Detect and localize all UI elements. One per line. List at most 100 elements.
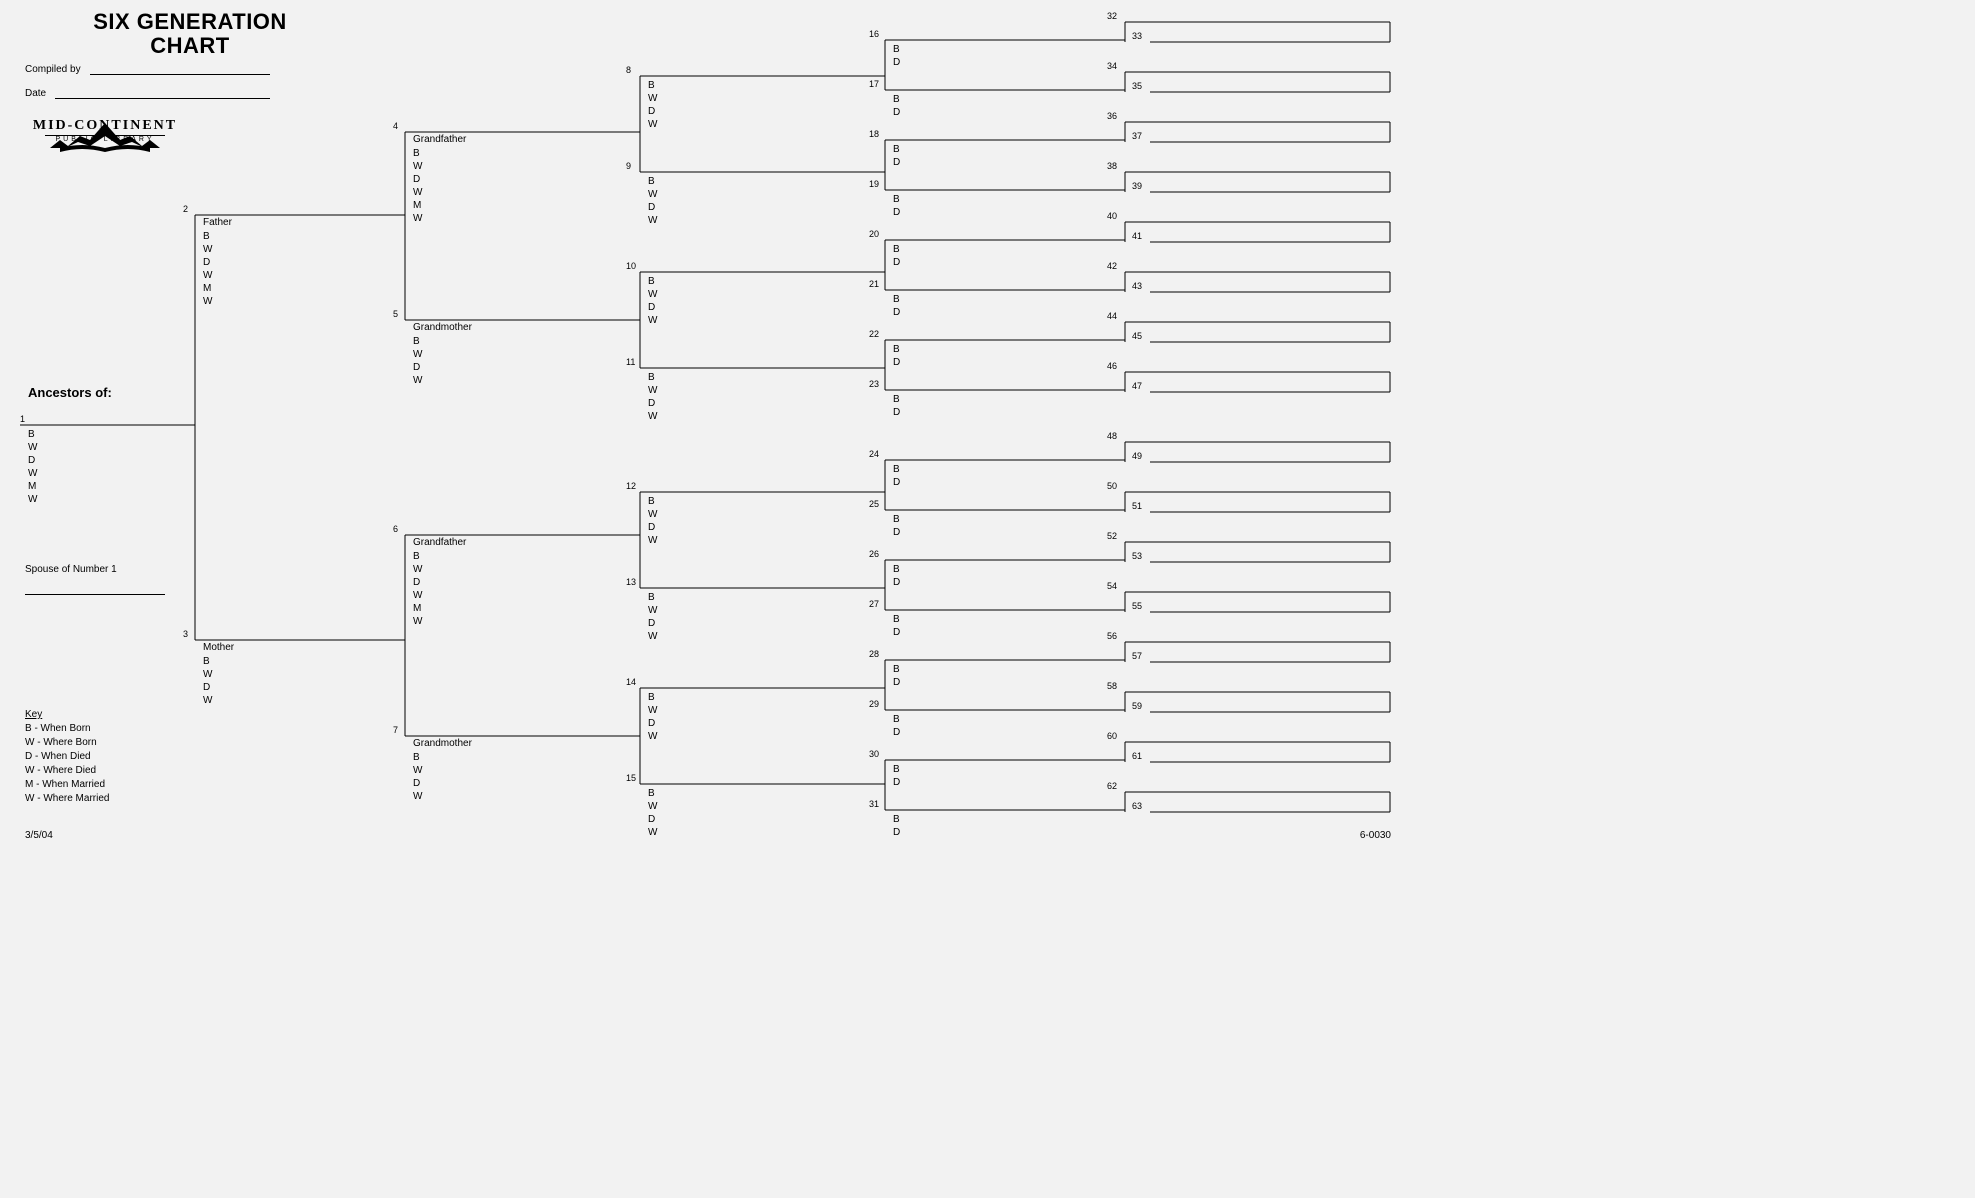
person-number: 35 — [1132, 81, 1142, 91]
field-codes: BD — [893, 563, 900, 589]
person-number: 20 — [869, 229, 879, 239]
person-number: 62 — [1107, 781, 1117, 791]
person-number: 34 — [1107, 61, 1117, 71]
person-number: 15 — [626, 773, 636, 783]
person-number: 21 — [869, 279, 879, 289]
person-number: 7 — [393, 725, 398, 735]
field-codes: BD — [893, 293, 900, 319]
field-codes: BD — [893, 463, 900, 489]
field-codes: BD — [893, 243, 900, 269]
grandmother-label: Grandmother — [413, 738, 472, 749]
field-codes: BD — [893, 393, 900, 419]
person-number: 4 — [393, 121, 398, 131]
bracket-lines — [0, 0, 1411, 856]
field-codes: BWDW — [648, 495, 657, 547]
person-number: 53 — [1132, 551, 1142, 561]
person-number: 18 — [869, 129, 879, 139]
person-number: 63 — [1132, 801, 1142, 811]
person-number: 40 — [1107, 211, 1117, 221]
field-codes: BD — [893, 713, 900, 739]
person-number: 16 — [869, 29, 879, 39]
person-number: 39 — [1132, 181, 1142, 191]
person-number: 42 — [1107, 261, 1117, 271]
person-number: 14 — [626, 677, 636, 687]
person-number: 27 — [869, 599, 879, 609]
field-codes: BD — [893, 193, 900, 219]
person-number: 8 — [626, 65, 631, 75]
person-number: 47 — [1132, 381, 1142, 391]
person-number: 32 — [1107, 11, 1117, 21]
person-number: 12 — [626, 481, 636, 491]
person-number: 1 — [20, 414, 25, 424]
person-number: 50 — [1107, 481, 1117, 491]
person-number: 43 — [1132, 281, 1142, 291]
person-number: 17 — [869, 79, 879, 89]
field-codes: BWDW — [648, 275, 657, 327]
field-codes: BD — [893, 763, 900, 789]
person-number: 9 — [626, 161, 631, 171]
field-codes: BWDW — [648, 175, 657, 227]
person-number: 54 — [1107, 581, 1117, 591]
mother-label: Mother — [203, 642, 234, 653]
field-codes: BD — [893, 663, 900, 689]
person-number: 45 — [1132, 331, 1142, 341]
person-number: 55 — [1132, 601, 1142, 611]
field-codes: BWDW — [648, 591, 657, 643]
person-number: 23 — [869, 379, 879, 389]
field-codes: BD — [893, 813, 900, 839]
person-number: 58 — [1107, 681, 1117, 691]
person-number: 56 — [1107, 631, 1117, 641]
person-number: 24 — [869, 449, 879, 459]
field-codes: BWDW — [648, 79, 657, 131]
person-number: 60 — [1107, 731, 1117, 741]
person-number: 11 — [626, 357, 635, 367]
person-number: 52 — [1107, 531, 1117, 541]
person-number: 3 — [183, 629, 188, 639]
grandfather-label: Grandfather — [413, 537, 466, 548]
person-number: 51 — [1132, 501, 1142, 511]
chart-canvas: SIX GENERATION CHART Compiled by Date MI… — [0, 0, 1411, 856]
person-number: 46 — [1107, 361, 1117, 371]
field-codes: BWDW — [648, 787, 657, 839]
person-number: 41 — [1132, 231, 1142, 241]
field-codes: BD — [893, 513, 900, 539]
person-number: 36 — [1107, 111, 1117, 121]
person-number: 31 — [869, 799, 879, 809]
person-number: 22 — [869, 329, 879, 339]
field-codes: BD — [893, 143, 900, 169]
person-number: 19 — [869, 179, 879, 189]
person-number: 30 — [869, 749, 879, 759]
field-codes: BWDWMW — [28, 428, 37, 506]
person-number: 28 — [869, 649, 879, 659]
person-number: 33 — [1132, 31, 1142, 41]
grandfather-label: Grandfather — [413, 134, 466, 145]
person-number: 59 — [1132, 701, 1142, 711]
person-number: 38 — [1107, 161, 1117, 171]
person-number: 10 — [626, 261, 636, 271]
person-number: 13 — [626, 577, 636, 587]
person-number: 57 — [1132, 651, 1142, 661]
grandmother-label: Grandmother — [413, 322, 472, 333]
field-codes: BWDW — [203, 655, 212, 707]
field-codes: BWDW — [648, 371, 657, 423]
field-codes: BWDW — [413, 335, 422, 387]
field-codes: BWDW — [648, 691, 657, 743]
field-codes: BD — [893, 93, 900, 119]
person-number: 48 — [1107, 431, 1117, 441]
person-number: 25 — [869, 499, 879, 509]
field-codes: BWDW — [413, 751, 422, 803]
person-number: 26 — [869, 549, 879, 559]
field-codes: BD — [893, 43, 900, 69]
person-number: 37 — [1132, 131, 1142, 141]
field-codes: BD — [893, 613, 900, 639]
father-label: Father — [203, 217, 232, 228]
person-number: 49 — [1132, 451, 1142, 461]
field-codes: BWDWMW — [203, 230, 212, 308]
person-number: 61 — [1132, 751, 1142, 761]
person-number: 5 — [393, 309, 398, 319]
field-codes: BD — [893, 343, 900, 369]
person-number: 29 — [869, 699, 879, 709]
field-codes: BWDWMW — [413, 147, 422, 225]
person-number: 2 — [183, 204, 188, 214]
person-number: 44 — [1107, 311, 1117, 321]
